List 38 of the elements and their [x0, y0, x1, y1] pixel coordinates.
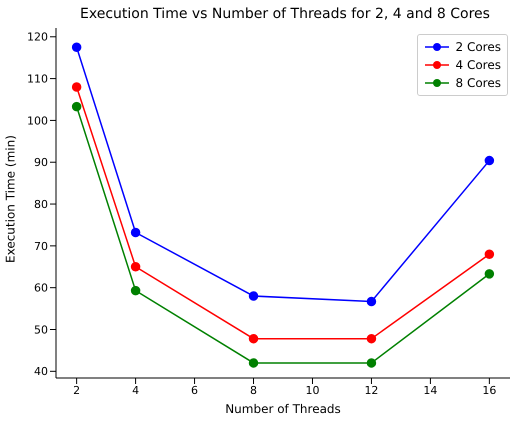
point: [366, 334, 376, 344]
x-tick-label: 6: [191, 384, 198, 397]
point: [366, 358, 376, 368]
point: [484, 269, 494, 279]
point: [484, 249, 494, 259]
x-tick-label: 4: [132, 384, 140, 397]
y-tick-label: 60: [34, 282, 48, 295]
y-tick-label: 70: [34, 240, 48, 253]
y-tick-label: 120: [27, 30, 48, 44]
point: [248, 334, 258, 344]
point: [484, 156, 494, 166]
y-tick-label: 50: [34, 323, 48, 336]
legend-label: 8 Cores: [456, 75, 501, 92]
y-tick-label: 80: [34, 198, 48, 211]
x-tick-label: 8: [250, 384, 258, 397]
y-tick-label: 100: [27, 114, 48, 128]
y-tick-label: 40: [34, 365, 48, 378]
point: [366, 296, 376, 306]
legend-label: 2 Cores: [456, 39, 501, 56]
chart-title: Execution Time vs Number of Threads for 2, 4 and 8 Cores: [79, 6, 491, 22]
x-tick-label: 2: [73, 384, 80, 397]
legend-label: 4 Cores: [456, 57, 501, 74]
x-tick-label: 10: [305, 384, 320, 397]
point: [72, 102, 82, 112]
point: [130, 262, 140, 272]
point: [130, 228, 140, 238]
x-tick-label: 14: [423, 384, 438, 397]
x-axis-title: Number of Threads: [225, 402, 341, 416]
x-tick-label: 16: [482, 384, 496, 397]
y-tick-label: 90: [34, 156, 48, 170]
point: [248, 358, 258, 368]
point: [248, 291, 258, 301]
x-tick-label: 12: [364, 384, 378, 397]
y-axis-title: Execution Time (min): [3, 135, 18, 263]
point: [72, 42, 82, 52]
point: [130, 286, 140, 296]
y-tick-label: 110: [27, 72, 48, 86]
point: [72, 82, 82, 92]
